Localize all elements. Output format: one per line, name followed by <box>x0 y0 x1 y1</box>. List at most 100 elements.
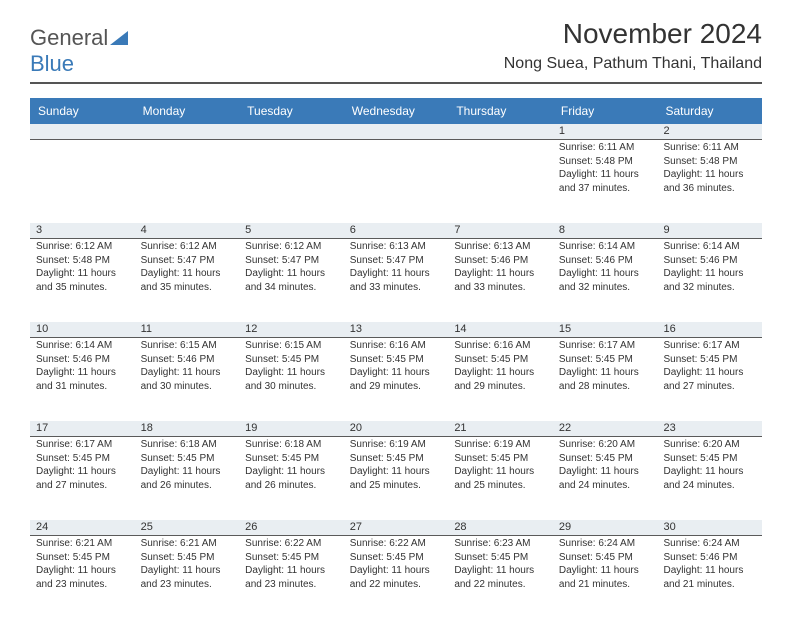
day1-text: Daylight: 11 hours <box>36 268 129 281</box>
header: General Blue November 2024 Nong Suea, Pa… <box>0 0 792 90</box>
day2-text: and 26 minutes. <box>245 480 338 493</box>
day-number <box>344 124 449 139</box>
sunset-text: Sunset: 5:47 PM <box>350 255 443 268</box>
day-number: 8 <box>553 223 658 238</box>
sunrise-text: Sunrise: 6:19 AM <box>350 439 443 452</box>
sunrise-text: Sunrise: 6:22 AM <box>245 538 338 551</box>
day1-text: Daylight: 11 hours <box>245 466 338 479</box>
day-number <box>239 124 344 139</box>
day-number: 14 <box>448 322 553 337</box>
day-number <box>135 124 240 139</box>
day1-text: Daylight: 11 hours <box>350 565 443 578</box>
day2-text: and 29 minutes. <box>454 381 547 394</box>
day2-text: and 37 minutes. <box>559 183 652 196</box>
sunrise-text: Sunrise: 6:22 AM <box>350 538 443 551</box>
sunrise-text: Sunrise: 6:24 AM <box>559 538 652 551</box>
day-number: 27 <box>344 520 449 535</box>
day2-text: and 31 minutes. <box>36 381 129 394</box>
day1-text: Daylight: 11 hours <box>663 565 756 578</box>
day-cell: Sunrise: 6:22 AMSunset: 5:45 PMDaylight:… <box>239 536 344 619</box>
day1-text: Daylight: 11 hours <box>350 367 443 380</box>
day-number: 15 <box>553 322 658 337</box>
daynum-row: 12 <box>30 124 762 140</box>
day-number: 7 <box>448 223 553 238</box>
sunset-text: Sunset: 5:45 PM <box>454 552 547 565</box>
sunset-text: Sunset: 5:45 PM <box>36 552 129 565</box>
day2-text: and 23 minutes. <box>36 579 129 592</box>
day-cell: Sunrise: 6:24 AMSunset: 5:45 PMDaylight:… <box>553 536 658 619</box>
sunrise-text: Sunrise: 6:16 AM <box>350 340 443 353</box>
week-row: Sunrise: 6:14 AMSunset: 5:46 PMDaylight:… <box>30 338 762 421</box>
sunset-text: Sunset: 5:45 PM <box>454 453 547 466</box>
day1-text: Daylight: 11 hours <box>36 466 129 479</box>
day1-text: Daylight: 11 hours <box>559 466 652 479</box>
day-number: 1 <box>553 124 658 139</box>
day-header: Sunday <box>30 98 135 124</box>
sunrise-text: Sunrise: 6:12 AM <box>141 241 234 254</box>
week-row: Sunrise: 6:12 AMSunset: 5:48 PMDaylight:… <box>30 239 762 322</box>
day1-text: Daylight: 11 hours <box>663 268 756 281</box>
day-number: 28 <box>448 520 553 535</box>
day-cell: Sunrise: 6:14 AMSunset: 5:46 PMDaylight:… <box>657 239 762 322</box>
sunrise-text: Sunrise: 6:16 AM <box>454 340 547 353</box>
sunrise-text: Sunrise: 6:17 AM <box>663 340 756 353</box>
day-number: 2 <box>657 124 762 139</box>
header-divider <box>30 82 762 84</box>
day-header: Saturday <box>657 98 762 124</box>
day-number: 10 <box>30 322 135 337</box>
sunset-text: Sunset: 5:46 PM <box>36 354 129 367</box>
day2-text: and 22 minutes. <box>350 579 443 592</box>
day-cell: Sunrise: 6:12 AMSunset: 5:47 PMDaylight:… <box>135 239 240 322</box>
sunset-text: Sunset: 5:46 PM <box>663 552 756 565</box>
sunset-text: Sunset: 5:45 PM <box>245 354 338 367</box>
day-cell: Sunrise: 6:17 AMSunset: 5:45 PMDaylight:… <box>657 338 762 421</box>
day1-text: Daylight: 11 hours <box>663 466 756 479</box>
sunset-text: Sunset: 5:45 PM <box>350 453 443 466</box>
day1-text: Daylight: 11 hours <box>350 268 443 281</box>
day-header: Monday <box>135 98 240 124</box>
sunset-text: Sunset: 5:45 PM <box>350 552 443 565</box>
sunset-text: Sunset: 5:45 PM <box>559 453 652 466</box>
sunrise-text: Sunrise: 6:23 AM <box>454 538 547 551</box>
logo-text-blue: Blue <box>30 51 74 76</box>
sunset-text: Sunset: 5:45 PM <box>350 354 443 367</box>
day-cell: Sunrise: 6:11 AMSunset: 5:48 PMDaylight:… <box>657 140 762 223</box>
day2-text: and 29 minutes. <box>350 381 443 394</box>
week-row: Sunrise: 6:17 AMSunset: 5:45 PMDaylight:… <box>30 437 762 520</box>
sunset-text: Sunset: 5:46 PM <box>454 255 547 268</box>
day2-text: and 26 minutes. <box>141 480 234 493</box>
day-number <box>448 124 553 139</box>
day-cell: Sunrise: 6:16 AMSunset: 5:45 PMDaylight:… <box>344 338 449 421</box>
day-cell: Sunrise: 6:11 AMSunset: 5:48 PMDaylight:… <box>553 140 658 223</box>
day-cell: Sunrise: 6:14 AMSunset: 5:46 PMDaylight:… <box>30 338 135 421</box>
sunrise-text: Sunrise: 6:11 AM <box>559 142 652 155</box>
sunrise-text: Sunrise: 6:12 AM <box>245 241 338 254</box>
day-number: 22 <box>553 421 658 436</box>
day-cell <box>344 140 449 223</box>
day-cell <box>135 140 240 223</box>
day1-text: Daylight: 11 hours <box>350 466 443 479</box>
sunrise-text: Sunrise: 6:21 AM <box>141 538 234 551</box>
day-cell: Sunrise: 6:20 AMSunset: 5:45 PMDaylight:… <box>657 437 762 520</box>
day-cell: Sunrise: 6:19 AMSunset: 5:45 PMDaylight:… <box>448 437 553 520</box>
day-number: 21 <box>448 421 553 436</box>
day-number: 5 <box>239 223 344 238</box>
day-number: 24 <box>30 520 135 535</box>
sunrise-text: Sunrise: 6:18 AM <box>245 439 338 452</box>
sunrise-text: Sunrise: 6:19 AM <box>454 439 547 452</box>
day-number: 9 <box>657 223 762 238</box>
day-number: 16 <box>657 322 762 337</box>
day-cell <box>448 140 553 223</box>
day-cell: Sunrise: 6:18 AMSunset: 5:45 PMDaylight:… <box>239 437 344 520</box>
sunset-text: Sunset: 5:47 PM <box>141 255 234 268</box>
sunrise-text: Sunrise: 6:21 AM <box>36 538 129 551</box>
day-cell <box>239 140 344 223</box>
calendar-grid: Sunday Monday Tuesday Wednesday Thursday… <box>30 98 762 619</box>
day2-text: and 34 minutes. <box>245 282 338 295</box>
sunset-text: Sunset: 5:46 PM <box>559 255 652 268</box>
location-subtitle: Nong Suea, Pathum Thani, Thailand <box>504 55 762 73</box>
day2-text: and 22 minutes. <box>454 579 547 592</box>
day2-text: and 35 minutes. <box>141 282 234 295</box>
sunset-text: Sunset: 5:48 PM <box>559 156 652 169</box>
day-header: Thursday <box>448 98 553 124</box>
